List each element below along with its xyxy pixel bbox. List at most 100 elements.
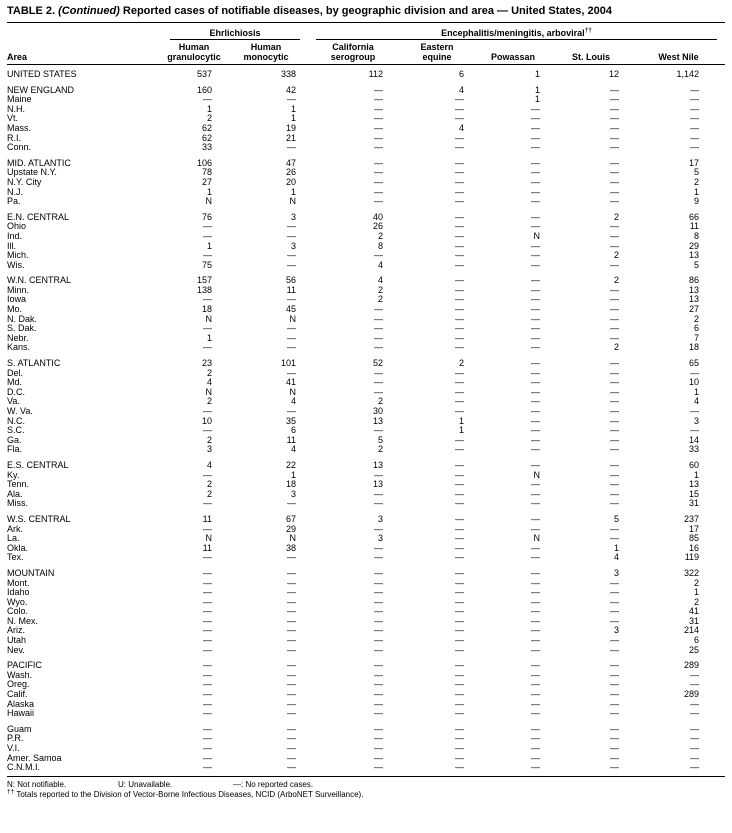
value-cell: — xyxy=(531,176,540,187)
value-cell: 2 xyxy=(377,284,383,295)
value-cell: — xyxy=(690,406,700,416)
area-cell: Nebr. xyxy=(7,332,29,343)
value-cell: 67 xyxy=(285,513,296,524)
value-cell: 45 xyxy=(285,304,296,315)
value-cell: — xyxy=(374,113,383,124)
value-cell: — xyxy=(374,679,383,690)
table-row: Upstate N.Y. 78 26 — — — — 5 xyxy=(7,168,725,178)
value-cell: — xyxy=(374,567,383,578)
value-cell: 6 xyxy=(290,425,296,436)
value-cell: — xyxy=(203,635,212,646)
table-row: R.I. 62 21 — — — — — xyxy=(7,132,725,144)
value-cell: 289 xyxy=(684,689,700,700)
value-cell: N xyxy=(533,230,541,241)
value-cell: — xyxy=(610,176,619,187)
value-cell: 22 xyxy=(285,459,296,470)
value-cell: — xyxy=(287,723,296,734)
value-cell: 7 xyxy=(694,332,700,343)
value-cell: — xyxy=(531,434,540,445)
value-cell: 2 xyxy=(206,367,212,378)
value-cell: — xyxy=(287,498,296,509)
value-cell: — xyxy=(610,469,619,480)
value-cell: 3 xyxy=(613,567,619,578)
table-row: Okla. 11 38 — — — 1 16 xyxy=(7,543,725,554)
value-cell: — xyxy=(203,221,212,232)
value-cell: — xyxy=(531,615,540,626)
value-cell: 2 xyxy=(377,444,383,455)
value-cell: — xyxy=(374,644,383,655)
value-cell: 2 xyxy=(458,358,464,369)
value-cell: — xyxy=(203,708,212,719)
area-cell: Maine xyxy=(7,94,32,105)
value-cell: — xyxy=(287,587,296,598)
value-cell: — xyxy=(203,723,212,734)
value-cell: — xyxy=(374,523,383,534)
column-header-eastern-equine: Eastern equine xyxy=(398,40,476,65)
value-cell: — xyxy=(455,132,464,143)
value-cell: 41 xyxy=(285,377,296,388)
table-row: V.I. — — — — — — — xyxy=(7,743,725,754)
value-cell: — xyxy=(610,708,619,719)
value-cell: — xyxy=(531,567,540,578)
value-cell: 3 xyxy=(290,211,296,222)
value-cell: 26 xyxy=(372,221,383,232)
area-cell: Ind. xyxy=(7,230,23,241)
value-cell: 4 xyxy=(290,396,296,407)
value-cell: — xyxy=(374,469,383,480)
value-cell: — xyxy=(610,723,619,734)
value-cell: — xyxy=(455,488,464,499)
table-row: Guam — — — — — — — xyxy=(7,723,725,735)
footnote-not-notifiable: N: Not notifiable. xyxy=(7,779,67,789)
value-cell: — xyxy=(531,644,540,655)
value-cell: 75 xyxy=(201,259,212,270)
value-cell: 2 xyxy=(694,176,700,187)
value-cell: — xyxy=(610,84,619,95)
value-cell: 26 xyxy=(285,167,296,178)
value-cell: — xyxy=(374,84,383,95)
area-cell: S.C. xyxy=(7,425,25,436)
value-cell: — xyxy=(374,94,383,105)
value-cell: 2 xyxy=(377,294,383,305)
value-cell: — xyxy=(610,660,619,671)
value-cell: — xyxy=(203,752,212,763)
value-cell: — xyxy=(531,304,540,315)
value-cell: — xyxy=(203,523,212,534)
value-cell: — xyxy=(374,103,383,114)
value-cell: 66 xyxy=(689,211,700,222)
value-cell: — xyxy=(531,113,540,124)
double-dagger-marker: †† xyxy=(584,27,592,34)
value-cell: — xyxy=(610,434,619,445)
value-cell: — xyxy=(690,723,700,734)
table-row: Ga. 2 11 5 — — — 14 xyxy=(7,434,725,446)
table-row: Hawaii — — — — — — — xyxy=(7,709,725,719)
value-cell: 2 xyxy=(613,250,619,261)
value-cell: — xyxy=(287,94,296,105)
table-row: N.J. 1 1 — — — — 1 xyxy=(7,187,725,198)
value-cell: 11 xyxy=(286,434,296,445)
table-row: Minn. 138 11 2 — — — 13 xyxy=(7,284,725,296)
value-cell: 1 xyxy=(694,587,700,598)
value-cell: — xyxy=(374,313,383,324)
value-cell: — xyxy=(690,103,700,114)
footnote-unavailable: U: Unavailable. xyxy=(118,779,173,789)
area-cell: S. ATLANTIC xyxy=(7,358,61,369)
value-cell: — xyxy=(287,259,296,270)
area-cell: N. Dak. xyxy=(7,313,38,324)
value-cell: — xyxy=(287,367,296,378)
table-row: Kans. — — — — — 2 18 xyxy=(7,343,725,353)
value-cell: 8 xyxy=(694,230,700,241)
table-row: MID. ATLANTIC 106 47 — — — — 17 xyxy=(7,158,725,169)
value-cell: — xyxy=(374,762,383,773)
area-cell: N.Y. City xyxy=(7,176,42,187)
value-cell: 19 xyxy=(285,122,296,133)
value-cell: — xyxy=(610,587,619,598)
value-cell: — xyxy=(287,250,296,261)
value-cell: — xyxy=(531,689,540,700)
value-cell: — xyxy=(455,444,464,455)
value-cell: — xyxy=(455,103,464,114)
area-cell: P.R. xyxy=(7,733,24,744)
table-row: W. Va. — — 30 — — — — xyxy=(7,406,725,417)
value-cell: — xyxy=(610,498,619,509)
area-cell: Conn. xyxy=(7,142,32,153)
value-cell: — xyxy=(455,167,464,178)
